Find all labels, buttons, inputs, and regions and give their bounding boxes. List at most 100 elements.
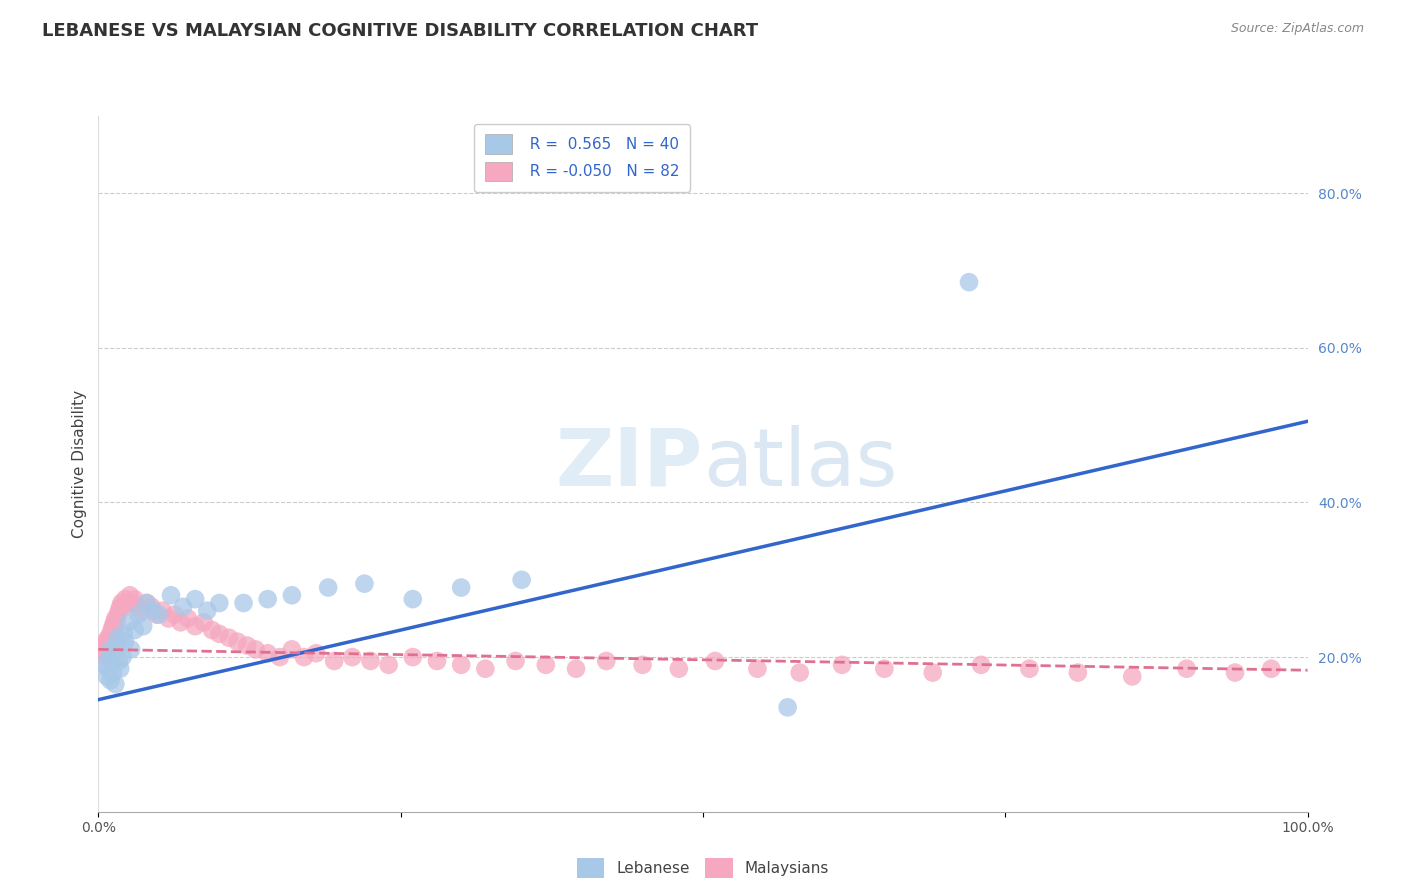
Point <box>704 654 727 668</box>
Point <box>873 662 896 676</box>
Text: Source: ZipAtlas.com: Source: ZipAtlas.com <box>1230 22 1364 36</box>
Point <box>91 642 114 657</box>
Point <box>360 654 382 668</box>
Point <box>184 619 207 633</box>
Point <box>305 646 328 660</box>
Point <box>595 654 617 668</box>
Point <box>353 576 375 591</box>
Point <box>631 657 654 672</box>
Point <box>1121 669 1143 683</box>
Point <box>97 662 120 676</box>
Point <box>152 604 174 618</box>
Point <box>118 588 141 602</box>
Y-axis label: Cognitive Disability: Cognitive Disability <box>72 390 87 538</box>
Point <box>135 596 157 610</box>
Point <box>142 604 165 618</box>
Point <box>100 642 122 657</box>
Point <box>668 662 690 676</box>
Point <box>505 654 527 668</box>
Point <box>104 677 127 691</box>
Point <box>120 642 142 657</box>
Point <box>201 623 224 637</box>
Text: ZIP: ZIP <box>555 425 703 503</box>
Point <box>100 673 122 688</box>
Point <box>96 669 118 683</box>
Point <box>474 662 496 676</box>
Point <box>316 581 339 595</box>
Point <box>565 662 588 676</box>
Point <box>101 665 124 680</box>
Point <box>342 650 364 665</box>
Point <box>160 588 183 602</box>
Point <box>218 631 240 645</box>
Point <box>1067 665 1090 680</box>
Legend: Lebanese, Malaysians: Lebanese, Malaysians <box>571 852 835 884</box>
Point <box>127 607 149 622</box>
Text: atlas: atlas <box>703 425 897 503</box>
Point <box>323 654 346 668</box>
Point <box>269 650 291 665</box>
Point <box>94 642 117 657</box>
Point <box>103 623 125 637</box>
Point <box>236 639 259 653</box>
Point <box>93 650 115 665</box>
Point <box>163 607 186 622</box>
Point <box>776 700 799 714</box>
Point <box>256 592 278 607</box>
Text: LEBANESE VS MALAYSIAN COGNITIVE DISABILITY CORRELATION CHART: LEBANESE VS MALAYSIAN COGNITIVE DISABILI… <box>42 22 758 40</box>
Point <box>124 623 146 637</box>
Point <box>94 634 117 648</box>
Point <box>232 596 254 610</box>
Point <box>256 646 278 660</box>
Point <box>108 654 131 668</box>
Point <box>101 627 124 641</box>
Point <box>831 657 853 672</box>
Point <box>1223 665 1246 680</box>
Point <box>98 634 121 648</box>
Point <box>208 627 231 641</box>
Point <box>98 639 121 653</box>
Point <box>108 599 131 614</box>
Point <box>148 607 170 622</box>
Point <box>101 619 124 633</box>
Point <box>172 599 194 614</box>
Point <box>169 615 191 630</box>
Point <box>377 657 399 672</box>
Point <box>281 642 304 657</box>
Point <box>157 611 180 625</box>
Point <box>111 650 134 665</box>
Point <box>789 665 811 680</box>
Point <box>1018 662 1040 676</box>
Point <box>747 662 769 676</box>
Point <box>226 634 249 648</box>
Point <box>1175 662 1198 676</box>
Point <box>100 654 122 668</box>
Point <box>177 611 200 625</box>
Point <box>402 592 425 607</box>
Point <box>184 592 207 607</box>
Point <box>91 646 114 660</box>
Point <box>510 573 533 587</box>
Point <box>131 604 153 618</box>
Point <box>110 596 132 610</box>
Point <box>117 596 139 610</box>
Point <box>104 611 127 625</box>
Point <box>245 642 267 657</box>
Point <box>103 615 125 630</box>
Point <box>281 588 304 602</box>
Point <box>208 596 231 610</box>
Point <box>193 615 215 630</box>
Point <box>195 604 218 618</box>
Point <box>402 650 425 665</box>
Point <box>96 639 118 653</box>
Point <box>114 592 136 607</box>
Point <box>97 631 120 645</box>
Point <box>127 599 149 614</box>
Point <box>98 650 121 665</box>
Point <box>108 662 131 676</box>
Point <box>121 596 143 610</box>
Point <box>970 657 993 672</box>
Point <box>103 646 125 660</box>
Point <box>145 607 167 622</box>
Point <box>100 634 122 648</box>
